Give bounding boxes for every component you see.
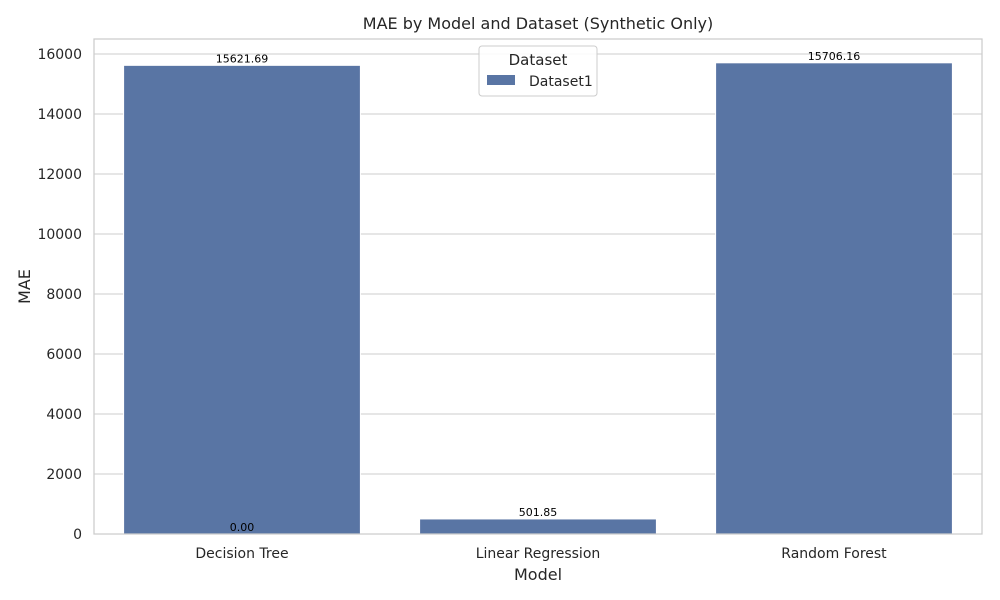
bar bbox=[123, 64, 361, 535]
y-axis-label: MAE bbox=[15, 269, 34, 304]
y-tick-labels: 0 2000 4000 6000 8000 10000 12000 14000 16000 bbox=[37, 47, 82, 543]
y-tick-label: 4000 bbox=[46, 407, 82, 423]
y-tick-label: 10000 bbox=[37, 227, 82, 243]
bar-value-label: 501.85 bbox=[519, 506, 558, 519]
bar-value-label: 15621.69 bbox=[216, 52, 269, 65]
y-tick-label: 14000 bbox=[37, 107, 82, 123]
x-tick-label: Decision Tree bbox=[195, 546, 288, 562]
legend: Dataset Dataset1 bbox=[478, 45, 598, 97]
x-axis-label: Model bbox=[514, 565, 562, 584]
y-tick-label: 16000 bbox=[37, 47, 82, 63]
bars bbox=[123, 62, 953, 535]
bar-annotation-label: 0.00 bbox=[230, 521, 255, 534]
y-tick-label: 0 bbox=[73, 527, 82, 543]
bar bbox=[715, 62, 953, 535]
legend-title: Dataset bbox=[509, 51, 568, 69]
legend-swatch bbox=[487, 75, 515, 85]
y-tick-label: 2000 bbox=[46, 467, 82, 483]
x-tick-label: Linear Regression bbox=[476, 546, 601, 562]
plot-frame bbox=[93, 38, 983, 535]
y-tick-label: 6000 bbox=[46, 347, 82, 363]
x-tick-label: Random Forest bbox=[781, 546, 887, 562]
legend-entry-label: Dataset1 bbox=[529, 74, 593, 90]
chart-title: MAE by Model and Dataset (Synthetic Only… bbox=[363, 14, 713, 33]
x-tick-labels: Decision Tree Linear Regression Random For… bbox=[195, 546, 887, 562]
bar-labels: 15621.69 501.85 15706.16 0.00 bbox=[216, 50, 861, 534]
bar-value-label: 15706.16 bbox=[808, 50, 861, 63]
y-tick-label: 12000 bbox=[37, 167, 82, 183]
bar bbox=[419, 518, 657, 535]
y-tick-label: 8000 bbox=[46, 287, 82, 303]
